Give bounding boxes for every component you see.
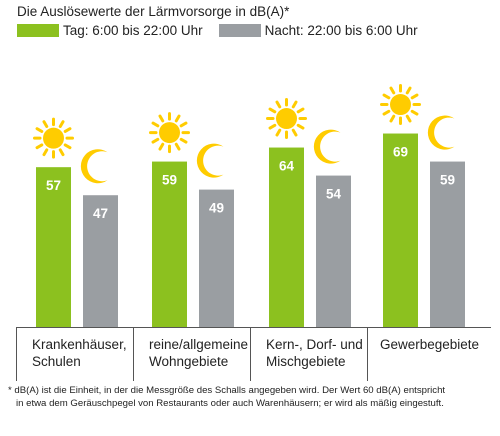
bar-day — [36, 167, 71, 327]
bar-value-label: 59 — [162, 173, 177, 188]
footnote: * dB(A) ist die Einheit, in der die Mess… — [8, 384, 496, 410]
category-label-line: reine/allgemeine — [149, 337, 249, 352]
category-label: Krankenhäuser, Schulen — [32, 336, 150, 370]
moon-icon — [196, 143, 224, 178]
bar-value-label: 49 — [209, 201, 224, 216]
legend-swatch-night — [218, 23, 261, 37]
sun-icon — [266, 98, 307, 140]
category-label-line: Kern-, Dorf- und — [266, 337, 363, 352]
category-label-line: Schulen — [32, 354, 81, 369]
bar-night — [430, 161, 465, 327]
sun-icon — [149, 112, 190, 154]
bar-value-label: 57 — [46, 178, 61, 193]
chart-title: Die Auslösewerte der Lärmvorsorge in dB(… — [17, 4, 290, 19]
legend-item-night: Nacht: 22:00 bis 6:00 Uhr — [218, 22, 418, 38]
category-label-line: Krankenhäuser, — [32, 337, 127, 352]
category-label-line: Mischgebiete — [266, 354, 346, 369]
bar-value-label: 69 — [393, 145, 408, 160]
category-label: reine/allgemeine Wohngebiete — [149, 336, 267, 370]
bar-night — [316, 175, 351, 327]
footnote-line-1: * dB(A) ist die Einheit, in der die Mess… — [8, 385, 446, 396]
bar-value-label: 47 — [93, 206, 108, 221]
footnote-line-2: in etwa dem Geräuschpegel von Restaurant… — [16, 398, 444, 409]
moon-icon — [427, 115, 455, 150]
sun-icon — [380, 84, 421, 126]
chart-legend: Tag: 6:00 bis 22:00 Uhr Nacht: 22:00 bis… — [17, 22, 434, 38]
bar-night — [83, 195, 118, 327]
bar-day — [152, 161, 187, 327]
legend-item-day: Tag: 6:00 bis 22:00 Uhr — [17, 23, 203, 38]
legend-label-day: Tag: 6:00 bis 22:00 Uhr — [63, 22, 203, 38]
bar-value-label: 59 — [440, 173, 455, 188]
legend-swatch-day — [17, 23, 59, 37]
moon-icon — [80, 149, 108, 184]
legend-label-night: Nacht: 22:00 bis 6:00 Uhr — [264, 22, 418, 38]
category-label-line: Gewerbegebiete — [380, 337, 480, 352]
bar-day — [269, 147, 304, 327]
category-label: Kern-, Dorf- und Mischgebiete — [266, 336, 384, 370]
bar-day — [383, 133, 418, 327]
bar-value-label: 64 — [279, 159, 295, 174]
moon-icon — [313, 129, 341, 164]
sun-icon — [33, 117, 74, 159]
bar-value-label: 54 — [326, 187, 342, 202]
category-label: Gewerbegebiete — [380, 336, 498, 353]
bar-night — [199, 189, 234, 327]
category-label-line: Wohngebiete — [149, 354, 229, 369]
